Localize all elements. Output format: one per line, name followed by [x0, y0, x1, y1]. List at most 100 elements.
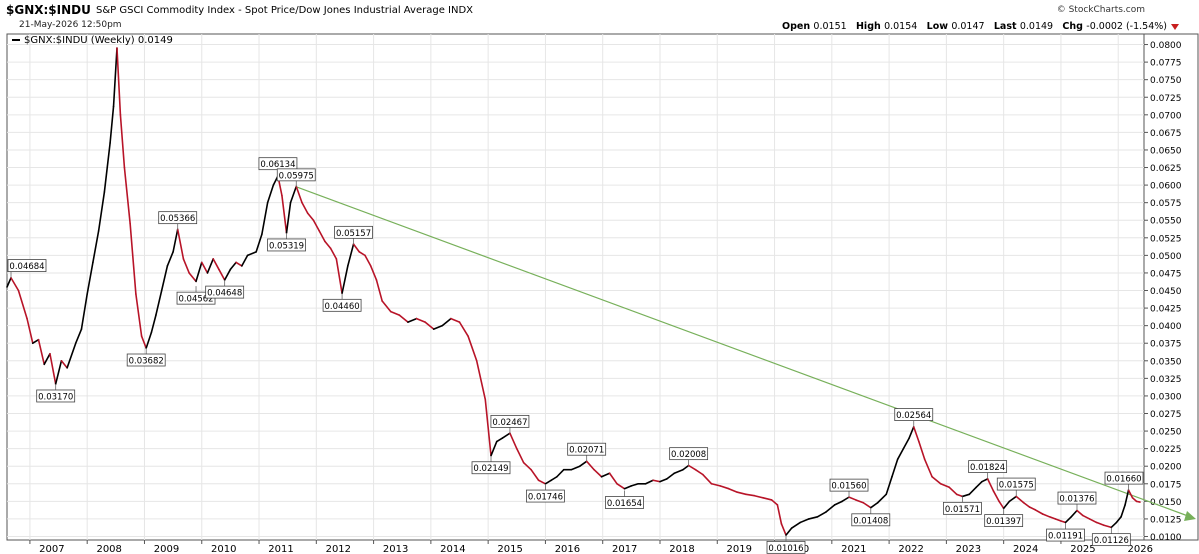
series-segment	[1131, 497, 1138, 503]
series-segment	[1015, 495, 1025, 504]
series-segment	[49, 352, 57, 385]
series-segment	[112, 47, 118, 108]
series-segment	[1076, 509, 1084, 517]
series-segment	[54, 359, 63, 385]
series-segment	[1081, 514, 1091, 520]
y-tick-label: 0.0575	[1150, 199, 1182, 209]
series-segment	[1028, 506, 1036, 511]
series-segment	[74, 328, 83, 345]
annotation-label: 0.03682	[129, 357, 164, 367]
annotation-label: 0.01016	[768, 544, 803, 554]
x-tick-label: 2008	[96, 544, 121, 554]
series-segment	[266, 184, 275, 204]
annotation-box	[829, 478, 869, 492]
x-tick-label: 2022	[898, 544, 923, 554]
y-tick-label: 0.0450	[1150, 287, 1182, 297]
high-value: 0.0154	[884, 21, 918, 32]
x-tick-label: 2007	[39, 544, 64, 554]
series-segment	[515, 447, 525, 464]
y-tick-label: 0.0700	[1150, 111, 1182, 121]
x-tick-label: 2014	[440, 544, 465, 554]
series-segment	[312, 219, 320, 232]
annotation-label: 0.04460	[325, 302, 360, 312]
series-segment	[790, 521, 802, 529]
series-segment	[381, 300, 392, 313]
series-segment	[281, 194, 288, 234]
series-segment	[1008, 495, 1018, 503]
series-segment	[415, 317, 426, 323]
series-segment	[398, 314, 409, 323]
ohlc-readout: Open 0.0151 High 0.0154 Low 0.0147 Last …	[782, 21, 1179, 32]
annotation-label: 0.04562	[178, 295, 213, 305]
series-segment	[762, 497, 773, 501]
series-segment	[719, 485, 730, 490]
annotation-box	[158, 211, 198, 225]
series-segment	[537, 479, 547, 485]
series-segment	[140, 335, 147, 349]
series-segment	[241, 254, 249, 267]
series-segment	[544, 479, 552, 485]
series-segment	[1127, 489, 1134, 499]
annotation-box	[766, 540, 806, 554]
annotation-label: 0.05319	[269, 241, 304, 251]
annotation-label: 0.01126	[1094, 536, 1129, 546]
series-segment	[212, 258, 220, 271]
series-segment	[341, 265, 349, 295]
trendline-segment	[296, 186, 1189, 517]
annotation-box	[7, 259, 47, 272]
series-segment	[968, 486, 977, 496]
x-tick-label: 2009	[154, 544, 179, 554]
annotation-label: 0.01408	[853, 516, 888, 526]
y-tick-label: 0.0725	[1150, 94, 1182, 104]
series-segment	[1054, 518, 1062, 522]
series-segment	[92, 229, 100, 264]
series-segment	[495, 437, 504, 443]
y-tick-label: 0.0600	[1150, 182, 1182, 192]
series-segment	[1124, 489, 1130, 506]
y-tick-label: 0.0800	[1150, 41, 1182, 51]
series-segment	[123, 166, 131, 225]
series-segment	[31, 338, 40, 345]
series-segment	[172, 228, 179, 253]
annotation-label: 0.02008	[671, 450, 706, 460]
x-tick-label: 2024	[1013, 544, 1038, 554]
down-triangle-icon	[1171, 23, 1179, 30]
y-axis: 0.0100 0.0125 0.0150 0.0175 0.0200 0.0225 0.02…	[1144, 41, 1182, 543]
series-segment	[736, 491, 747, 496]
annotation-box	[334, 225, 373, 239]
y-tick-label: 0.0325	[1150, 375, 1182, 385]
series-segment	[799, 518, 810, 524]
y-axis-panel	[1143, 33, 1199, 541]
series-segment	[687, 464, 697, 471]
series-segment	[17, 289, 28, 320]
annotation-box	[36, 389, 76, 403]
series-segment	[358, 251, 366, 257]
series-segment	[135, 293, 143, 337]
series-segment	[753, 494, 764, 499]
series-segment	[329, 247, 338, 260]
annotation-label: 0.06134	[260, 160, 295, 170]
annotation-label: 0.04684	[9, 262, 44, 272]
series-segment	[923, 458, 933, 478]
price-series	[6, 47, 1141, 536]
annotation-label: 0.01397	[986, 517, 1021, 527]
series-segment	[1135, 500, 1141, 503]
series-segment	[1110, 521, 1118, 529]
series-segment	[841, 496, 850, 503]
series-segment	[306, 212, 315, 222]
trendline	[296, 186, 1196, 521]
series-segment	[509, 432, 518, 450]
series-segment	[808, 516, 819, 520]
series-segment	[816, 511, 827, 518]
annotation-box	[471, 461, 511, 475]
series-segment	[261, 201, 269, 236]
symbol-title: $GNX:$INDU	[6, 3, 91, 17]
series-segment	[833, 500, 843, 506]
annotation-label: 0.03170	[38, 392, 73, 402]
series-segment	[776, 504, 783, 525]
stockcharts-logo[interactable]: © StockCharts.com	[1056, 5, 1145, 15]
series-segment	[908, 426, 915, 439]
annotation-label: 0.05157	[336, 229, 371, 239]
series-segment	[918, 440, 926, 460]
